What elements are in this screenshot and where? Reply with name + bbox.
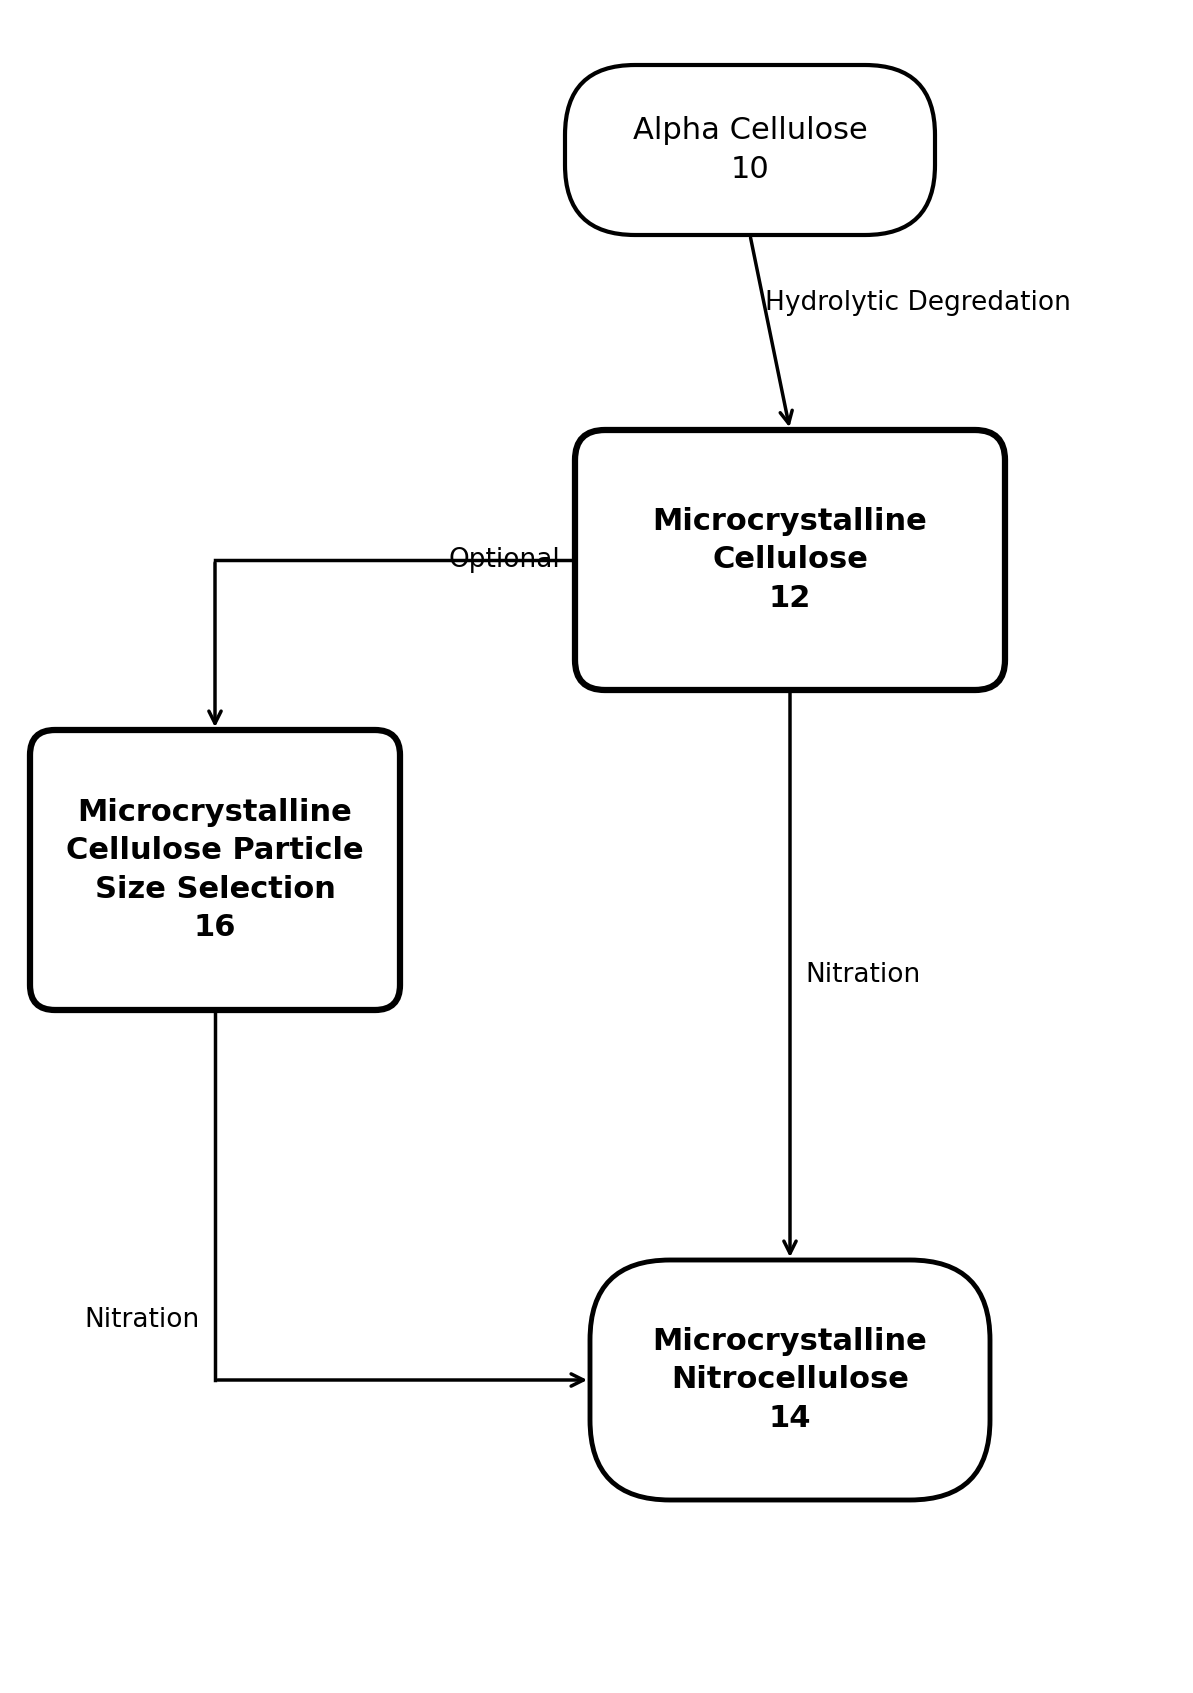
Text: Microcrystalline
Cellulose Particle
Size Selection
16: Microcrystalline Cellulose Particle Size…: [66, 797, 364, 941]
FancyBboxPatch shape: [591, 1260, 990, 1500]
Text: Nitration: Nitration: [805, 962, 920, 989]
Text: Optional: Optional: [449, 547, 560, 572]
Text: Microcrystalline
Nitrocellulose
14: Microcrystalline Nitrocellulose 14: [653, 1327, 927, 1432]
FancyBboxPatch shape: [575, 430, 1005, 691]
FancyBboxPatch shape: [565, 64, 935, 235]
Text: Nitration: Nitration: [85, 1307, 200, 1332]
Text: Alpha Cellulose
10: Alpha Cellulose 10: [632, 117, 867, 183]
Text: Microcrystalline
Cellulose
12: Microcrystalline Cellulose 12: [653, 508, 927, 613]
Text: Hydrolytic Degredation: Hydrolytic Degredation: [765, 290, 1071, 315]
FancyBboxPatch shape: [30, 730, 400, 1011]
